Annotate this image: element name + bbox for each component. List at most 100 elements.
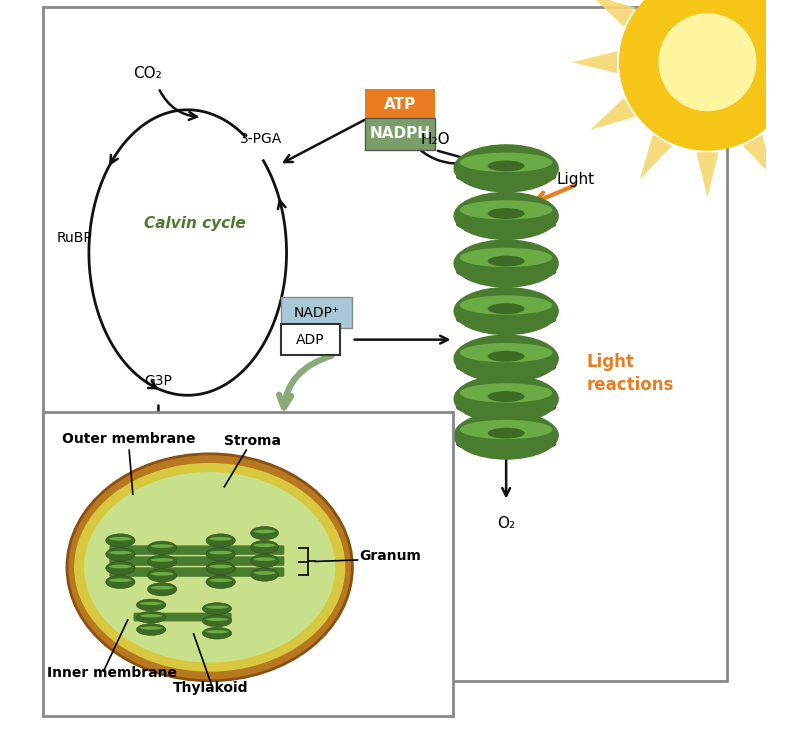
Ellipse shape bbox=[206, 575, 235, 589]
Ellipse shape bbox=[250, 554, 278, 567]
Ellipse shape bbox=[454, 335, 559, 383]
Ellipse shape bbox=[250, 568, 278, 581]
FancyBboxPatch shape bbox=[110, 545, 284, 555]
Text: ADP: ADP bbox=[296, 332, 325, 347]
Ellipse shape bbox=[460, 384, 553, 403]
Ellipse shape bbox=[454, 192, 559, 240]
Text: Outer membrane: Outer membrane bbox=[62, 432, 195, 446]
Ellipse shape bbox=[460, 153, 553, 172]
Ellipse shape bbox=[150, 586, 174, 589]
Circle shape bbox=[620, 0, 795, 150]
Ellipse shape bbox=[254, 543, 275, 547]
Ellipse shape bbox=[109, 537, 132, 541]
Polygon shape bbox=[780, 97, 800, 130]
FancyBboxPatch shape bbox=[110, 567, 284, 577]
Ellipse shape bbox=[488, 255, 525, 266]
Ellipse shape bbox=[254, 571, 275, 575]
Text: NADPH: NADPH bbox=[370, 127, 430, 141]
Bar bbox=[42, 412, 453, 716]
Text: Stroma: Stroma bbox=[224, 434, 282, 448]
Ellipse shape bbox=[254, 557, 275, 561]
Ellipse shape bbox=[147, 583, 177, 596]
FancyBboxPatch shape bbox=[281, 297, 353, 328]
Polygon shape bbox=[590, 97, 635, 130]
Text: Light
reactions: Light reactions bbox=[586, 353, 674, 394]
Polygon shape bbox=[798, 51, 800, 73]
Text: Thylakoid: Thylakoid bbox=[173, 681, 249, 695]
Ellipse shape bbox=[454, 411, 559, 460]
Ellipse shape bbox=[147, 569, 177, 582]
Ellipse shape bbox=[488, 427, 525, 438]
Ellipse shape bbox=[109, 550, 132, 554]
Ellipse shape bbox=[150, 572, 174, 575]
Text: G3P: G3P bbox=[145, 373, 172, 388]
Ellipse shape bbox=[106, 548, 135, 561]
Ellipse shape bbox=[456, 216, 556, 233]
Ellipse shape bbox=[206, 534, 235, 547]
Ellipse shape bbox=[106, 575, 135, 589]
Ellipse shape bbox=[454, 144, 559, 193]
Polygon shape bbox=[590, 0, 635, 27]
Ellipse shape bbox=[460, 420, 553, 439]
Text: RuBP: RuBP bbox=[56, 231, 92, 245]
Text: ATP: ATP bbox=[384, 97, 416, 112]
Text: Inner membrane: Inner membrane bbox=[47, 666, 177, 680]
Ellipse shape bbox=[106, 534, 135, 547]
Ellipse shape bbox=[456, 359, 556, 376]
Ellipse shape bbox=[137, 611, 166, 623]
Ellipse shape bbox=[488, 351, 525, 362]
Ellipse shape bbox=[250, 540, 278, 553]
Circle shape bbox=[659, 14, 756, 111]
Ellipse shape bbox=[202, 602, 232, 614]
Ellipse shape bbox=[456, 311, 556, 328]
Ellipse shape bbox=[150, 545, 174, 548]
Ellipse shape bbox=[137, 624, 166, 635]
Ellipse shape bbox=[109, 564, 132, 568]
Ellipse shape bbox=[84, 472, 335, 662]
Ellipse shape bbox=[460, 201, 553, 220]
Ellipse shape bbox=[202, 627, 232, 639]
Ellipse shape bbox=[454, 239, 559, 288]
Text: 3-PGA: 3-PGA bbox=[240, 132, 282, 146]
Ellipse shape bbox=[67, 454, 353, 681]
Ellipse shape bbox=[456, 436, 556, 452]
Ellipse shape bbox=[488, 391, 525, 402]
Ellipse shape bbox=[140, 602, 162, 605]
Ellipse shape bbox=[137, 599, 166, 610]
Ellipse shape bbox=[460, 343, 553, 362]
Ellipse shape bbox=[206, 630, 229, 633]
Text: O₂: O₂ bbox=[497, 516, 515, 531]
Text: H₂O: H₂O bbox=[420, 132, 450, 146]
Ellipse shape bbox=[150, 558, 174, 561]
Ellipse shape bbox=[206, 561, 235, 575]
Polygon shape bbox=[640, 135, 672, 179]
Polygon shape bbox=[696, 152, 718, 198]
Ellipse shape bbox=[250, 526, 278, 539]
Polygon shape bbox=[743, 135, 775, 179]
Ellipse shape bbox=[210, 564, 232, 568]
Ellipse shape bbox=[488, 160, 525, 171]
Ellipse shape bbox=[454, 375, 559, 423]
FancyBboxPatch shape bbox=[110, 556, 284, 566]
Polygon shape bbox=[572, 51, 618, 73]
FancyBboxPatch shape bbox=[281, 324, 340, 355]
Ellipse shape bbox=[210, 578, 232, 582]
Ellipse shape bbox=[74, 463, 346, 672]
Ellipse shape bbox=[206, 618, 229, 621]
Ellipse shape bbox=[140, 614, 162, 617]
Ellipse shape bbox=[210, 550, 232, 554]
Ellipse shape bbox=[202, 615, 232, 627]
Ellipse shape bbox=[456, 399, 556, 416]
Ellipse shape bbox=[488, 303, 525, 314]
Text: Calvin cycle: Calvin cycle bbox=[144, 216, 246, 231]
FancyBboxPatch shape bbox=[365, 89, 435, 121]
Ellipse shape bbox=[206, 548, 235, 561]
Ellipse shape bbox=[460, 296, 553, 315]
Ellipse shape bbox=[460, 248, 553, 267]
Ellipse shape bbox=[456, 168, 556, 185]
Ellipse shape bbox=[488, 208, 525, 219]
Ellipse shape bbox=[109, 578, 132, 582]
FancyBboxPatch shape bbox=[134, 613, 232, 621]
Ellipse shape bbox=[140, 627, 162, 630]
Ellipse shape bbox=[456, 264, 556, 280]
